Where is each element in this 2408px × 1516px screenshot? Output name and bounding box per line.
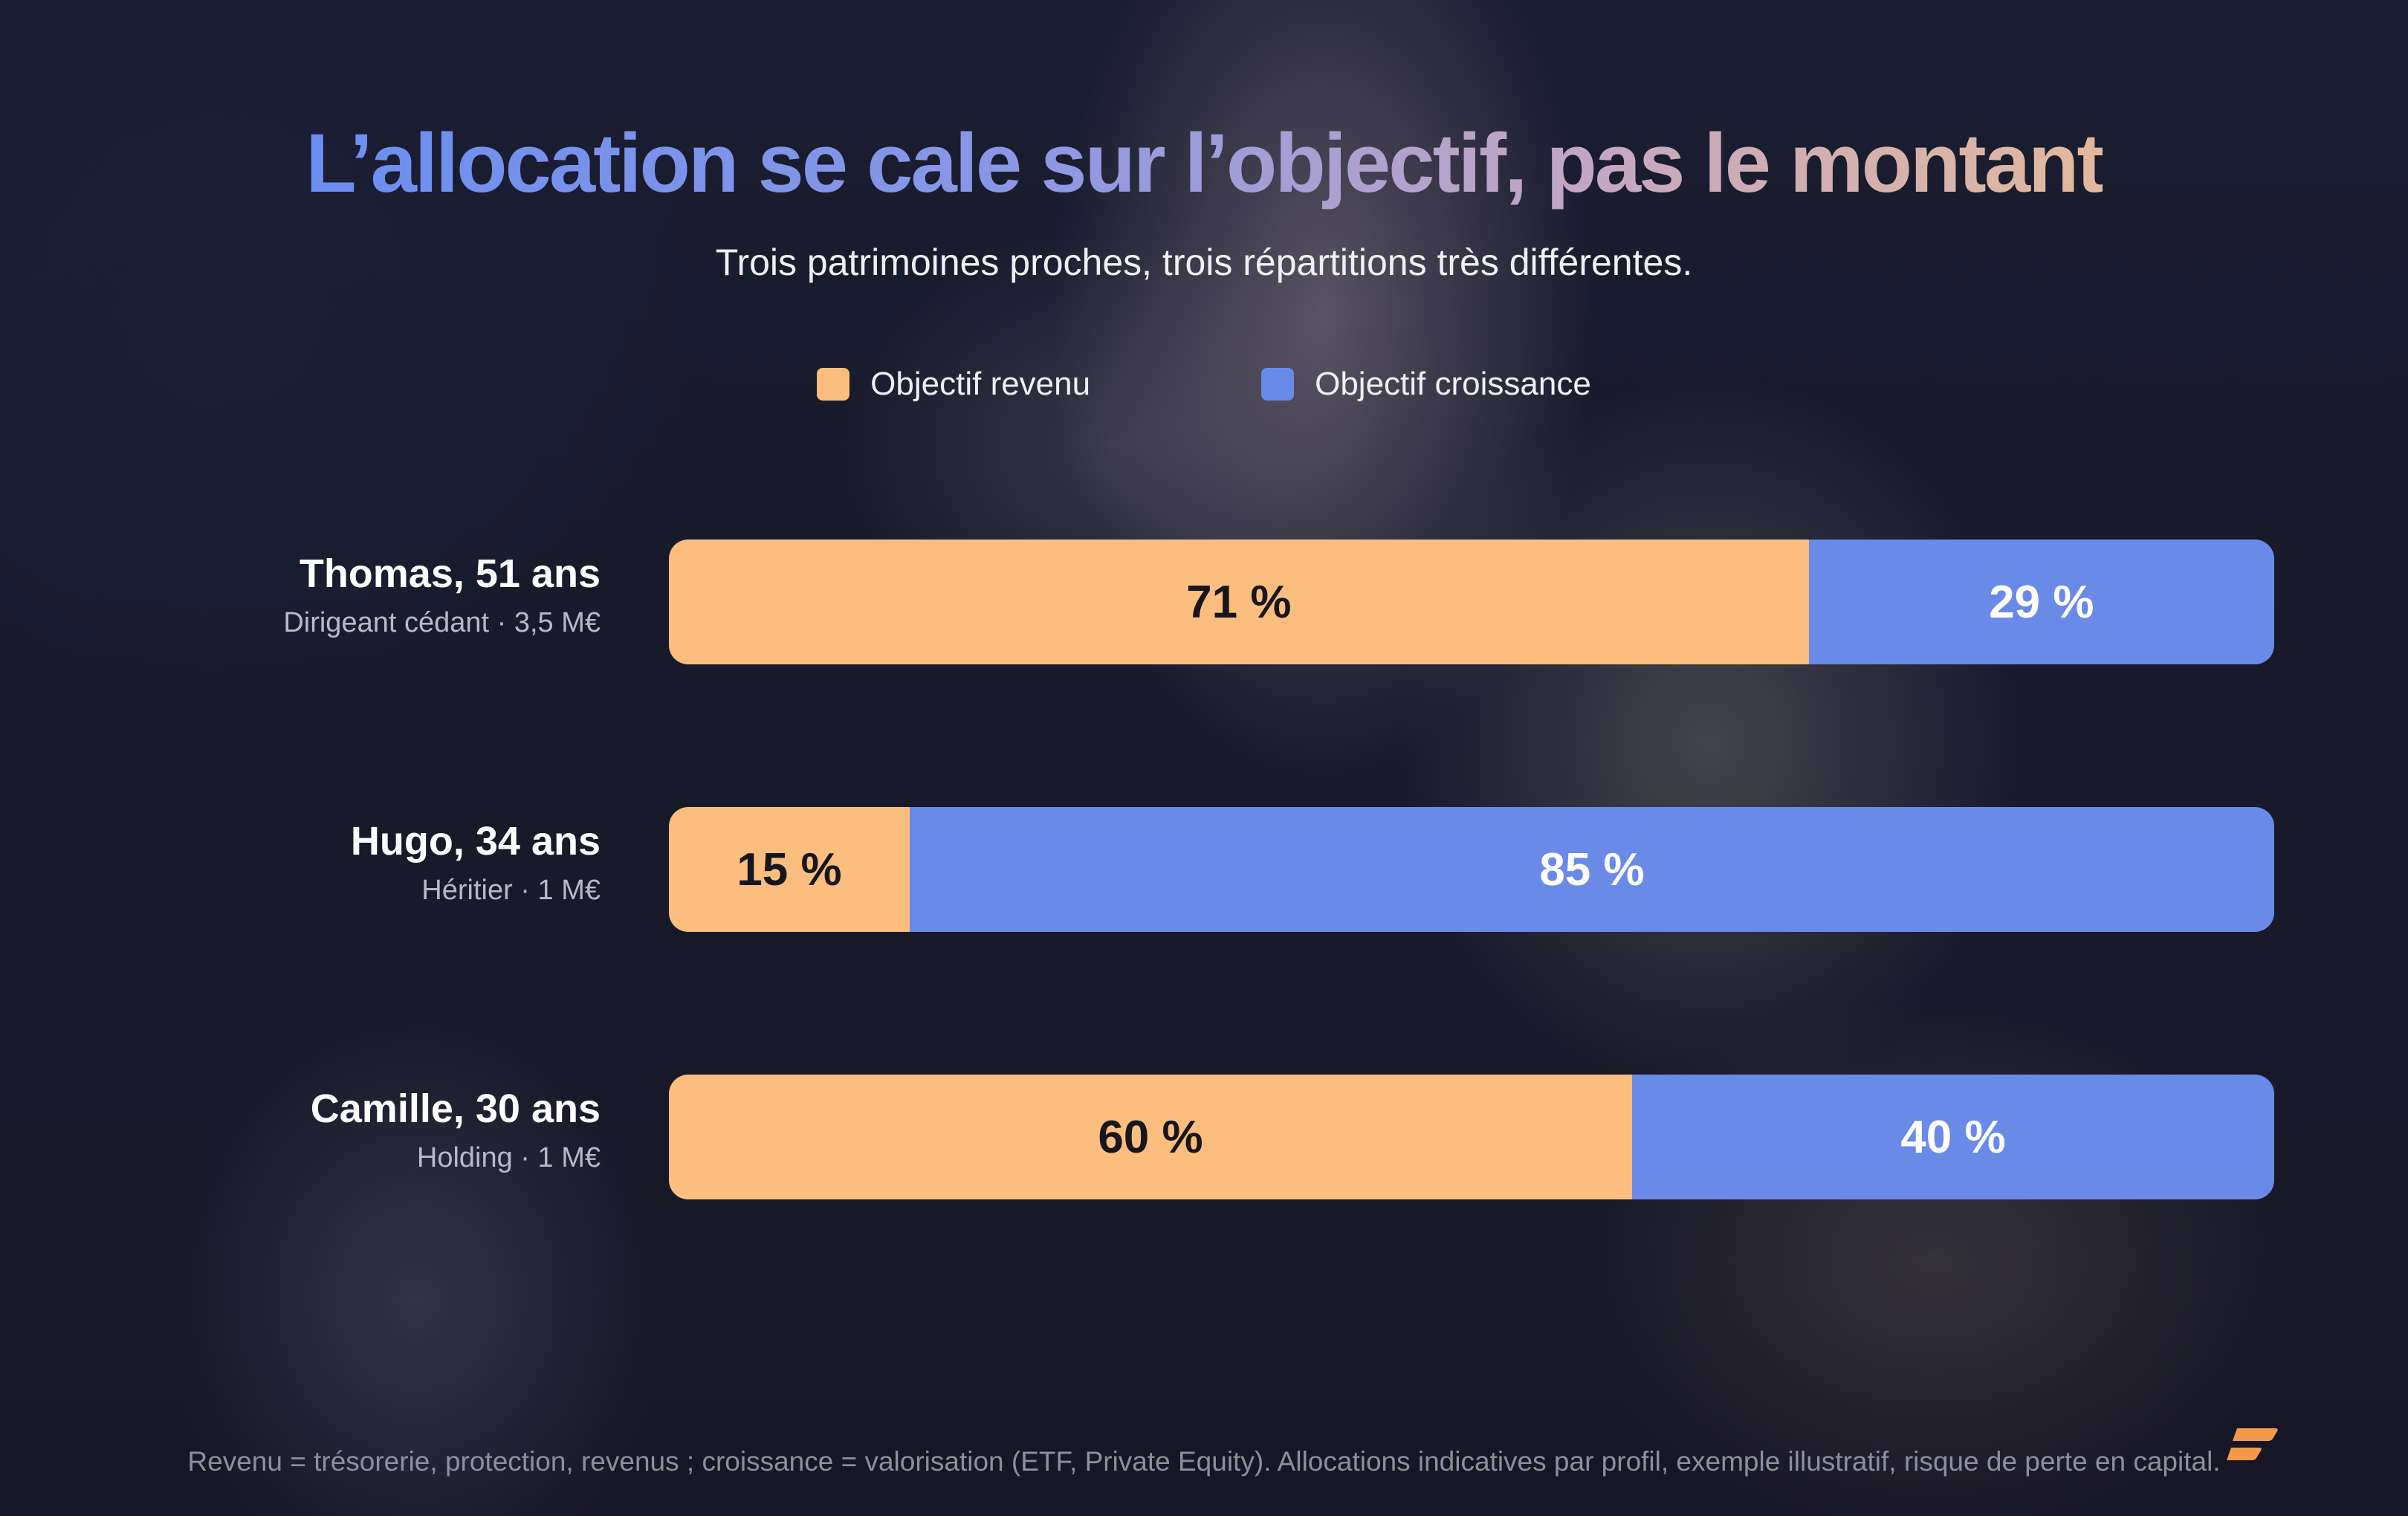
data-label: 29 %: [1989, 576, 2094, 628]
row-label-hugo: Hugo, 34 ans Héritier · 1 M€: [0, 807, 601, 910]
chart-title: L’allocation se cale sur l’objectif, pas…: [305, 117, 2104, 210]
brand-logo-icon: [2227, 1428, 2278, 1460]
legend-item-revenu: Objectif revenu: [817, 358, 1090, 410]
bar-segment-revenu-hugo: 15 %: [669, 807, 910, 932]
stacked-bar-hugo: 15 % 85 %: [669, 807, 2274, 932]
data-label: 71 %: [1186, 576, 1292, 628]
bar-segment-croissance-hugo: 85 %: [910, 807, 2274, 932]
category-description: Dirigeant cédant · 3,5 M€: [283, 607, 601, 638]
bar-row-thomas: Thomas, 51 ans Dirigeant cédant · 3,5 M€ 7…: [0, 540, 2408, 664]
stacked-bar-thomas: 71 % 29 %: [669, 540, 2274, 664]
bar-segment-croissance-camille: 40 %: [1632, 1075, 2274, 1199]
footnote: Revenu = trésorerie, protection, revenus…: [187, 1446, 2221, 1477]
bar-segment-croissance-thomas: 29 %: [1808, 540, 2274, 664]
bar-segment-revenu-camille: 60 %: [669, 1075, 1632, 1199]
data-label: 15 %: [737, 843, 842, 895]
legend-label-revenu: Objectif revenu: [870, 366, 1091, 402]
data-label: 40 %: [1900, 1111, 2006, 1163]
row-label-camille: Camille, 30 ans Holding · 1 M€: [0, 1075, 601, 1177]
chart-subtitle: Trois patrimoines proches, trois réparti…: [715, 242, 1693, 283]
bar-segment-revenu-thomas: 71 %: [669, 540, 1809, 664]
stacked-bar-camille: 60 % 40 %: [669, 1075, 2274, 1199]
legend-item-croissance: Objectif croissance: [1261, 358, 1591, 410]
legend-swatch-croissance: [1261, 368, 1295, 401]
data-label: 60 %: [1098, 1111, 1203, 1163]
category-label: Camille, 30 ans: [310, 1086, 601, 1131]
legend-swatch-revenu: [817, 368, 850, 401]
legend-label-croissance: Objectif croissance: [1315, 366, 1591, 402]
legend: Objectif revenu Objectif croissance: [0, 358, 2408, 410]
category-description: Héritier · 1 M€: [421, 875, 601, 906]
bar-row-hugo: Hugo, 34 ans Héritier · 1 M€ 15 % 85 %: [0, 807, 2408, 932]
category-label: Hugo, 34 ans: [350, 819, 601, 864]
category-label: Thomas, 51 ans: [299, 551, 601, 596]
data-label: 85 %: [1539, 843, 1645, 895]
bar-row-camille: Camille, 30 ans Holding · 1 M€ 60 % 40 %: [0, 1075, 2408, 1199]
category-description: Holding · 1 M€: [416, 1142, 601, 1173]
row-label-thomas: Thomas, 51 ans Dirigeant cédant · 3,5 M€: [0, 540, 601, 642]
